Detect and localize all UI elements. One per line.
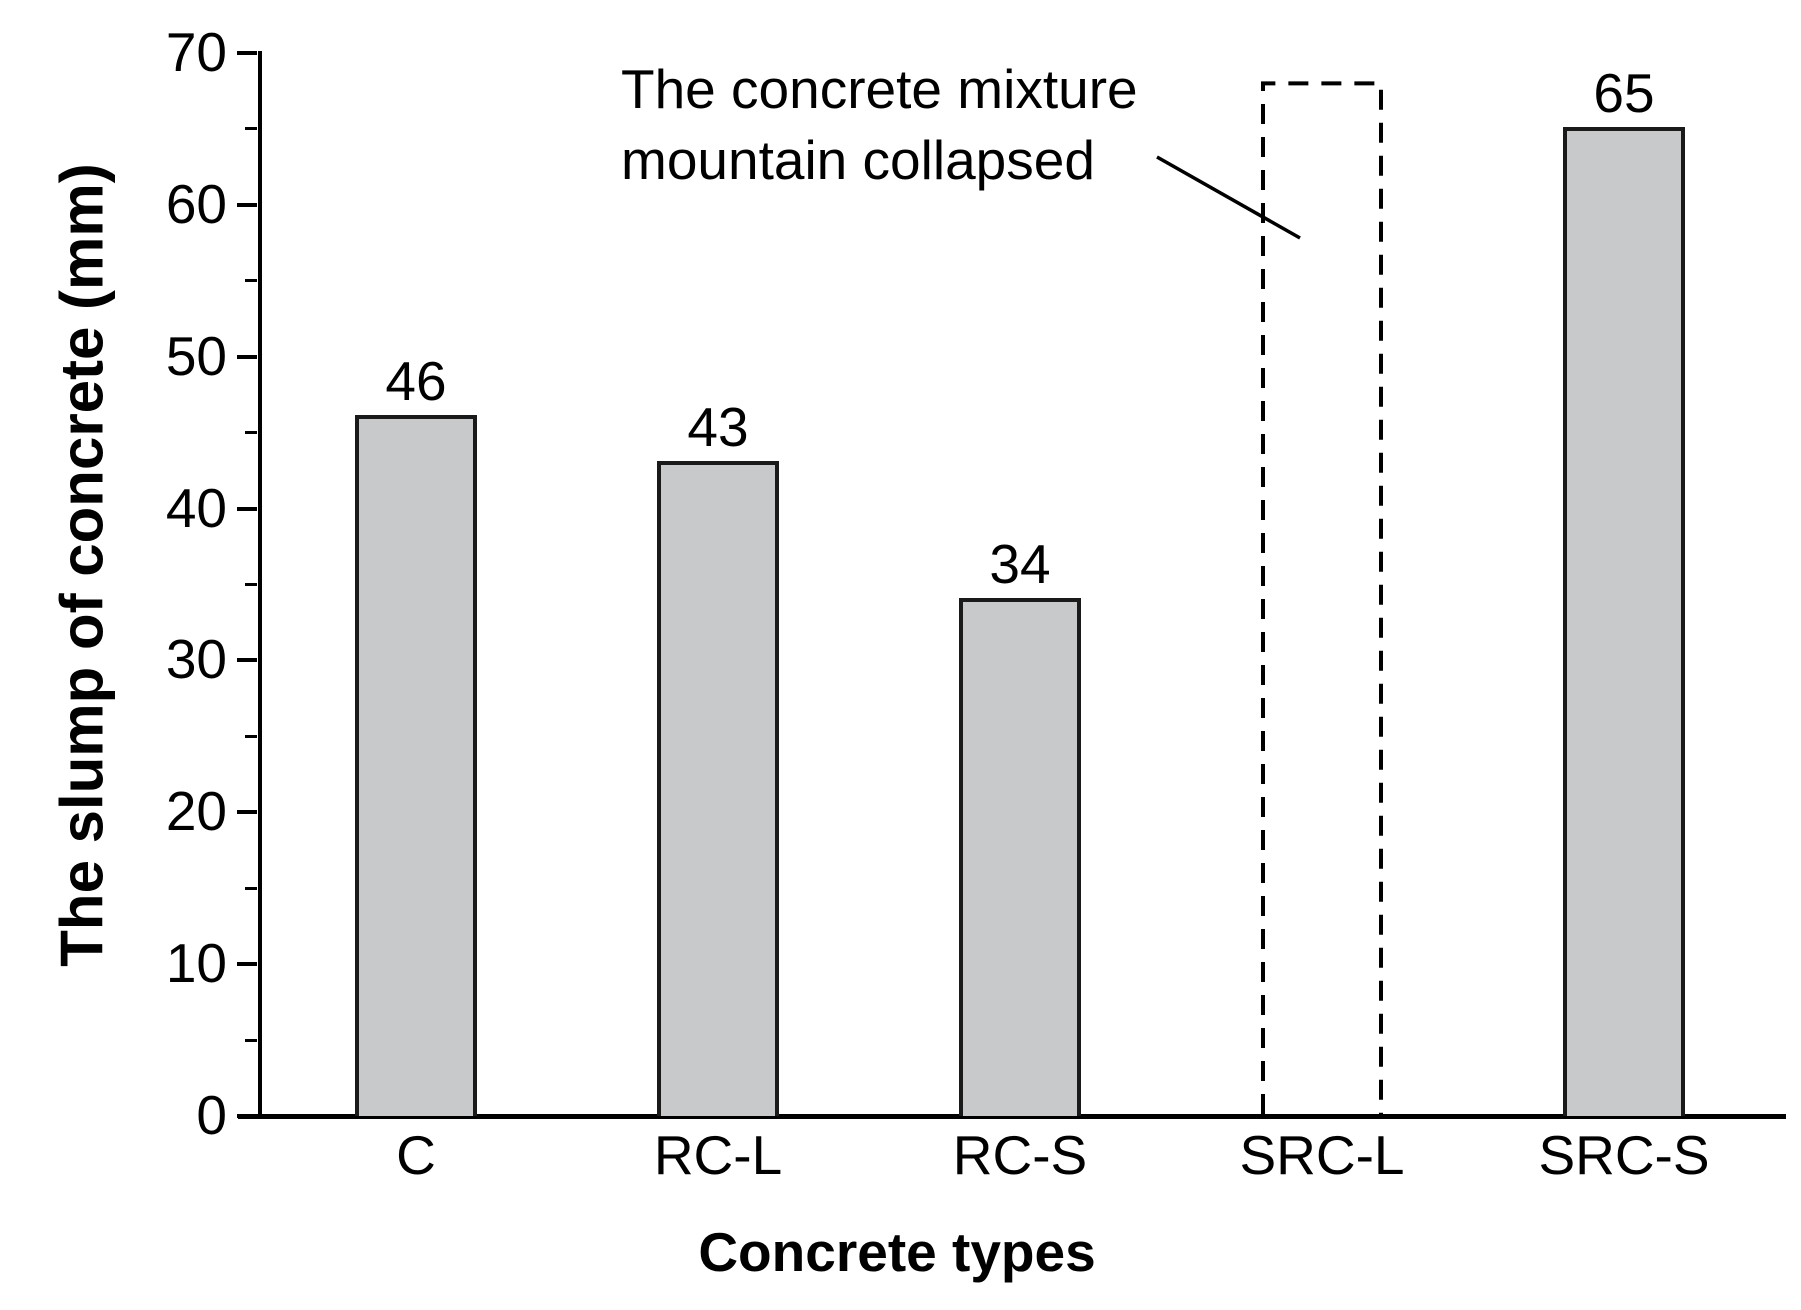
y-minor-tick	[245, 734, 257, 738]
x-tick-label-rc-s: RC-S	[952, 1124, 1088, 1186]
bar-rc-l	[657, 461, 779, 1116]
dashed-bar-outline	[1261, 81, 1383, 1114]
annotation-text: The concrete mixture mountain collapsed	[621, 54, 1138, 196]
y-tick-label: 20	[165, 780, 227, 843]
bar-src-s	[1563, 126, 1685, 1116]
x-axis-line	[238, 1114, 1786, 1119]
bar-value-label: 46	[385, 350, 447, 413]
y-tick-label: 0	[196, 1084, 227, 1146]
y-tick-label: 60	[165, 172, 227, 235]
y-major-tick	[237, 810, 257, 815]
annotation-line-2: mountain collapsed	[621, 129, 1095, 191]
y-major-tick	[237, 1114, 257, 1118]
y-minor-tick	[245, 127, 257, 131]
y-minor-tick	[245, 1038, 257, 1042]
bar-value-label: 34	[989, 532, 1051, 595]
y-tick-label: 10	[165, 932, 227, 995]
y-tick-label: 30	[165, 628, 227, 691]
y-axis-title: The slump of concrete (mm)	[48, 163, 116, 967]
y-axis-line	[258, 51, 262, 1118]
y-major-tick	[237, 506, 257, 511]
y-tick-label: 70	[165, 21, 227, 83]
y-tick-label: 40	[165, 476, 227, 539]
x-tick-label-src-l: SRC-L	[1239, 1124, 1405, 1186]
y-major-tick	[237, 658, 257, 663]
bar-value-label: 65	[1593, 61, 1655, 124]
y-minor-tick	[245, 886, 257, 890]
x-tick-label-rc-l: RC-L	[653, 1124, 783, 1186]
y-major-tick	[237, 51, 257, 55]
y-major-tick	[237, 202, 257, 207]
y-minor-tick	[245, 279, 257, 283]
y-major-tick	[237, 354, 257, 359]
bar-value-label: 43	[687, 396, 749, 458]
annotation-line-1: The concrete mixture	[621, 58, 1138, 120]
x-tick-label-c: C	[396, 1124, 436, 1186]
y-tick-label: 50	[165, 324, 227, 387]
y-minor-tick	[245, 431, 257, 435]
x-tick-label-src-s: SRC-S	[1538, 1124, 1710, 1186]
y-major-tick	[237, 962, 257, 967]
x-axis-title: Concrete types	[698, 1221, 1096, 1283]
bar-c	[355, 415, 477, 1116]
y-minor-tick	[245, 583, 257, 586]
annotation-leader-line	[1156, 155, 1301, 240]
bar-rc-s	[959, 597, 1081, 1116]
